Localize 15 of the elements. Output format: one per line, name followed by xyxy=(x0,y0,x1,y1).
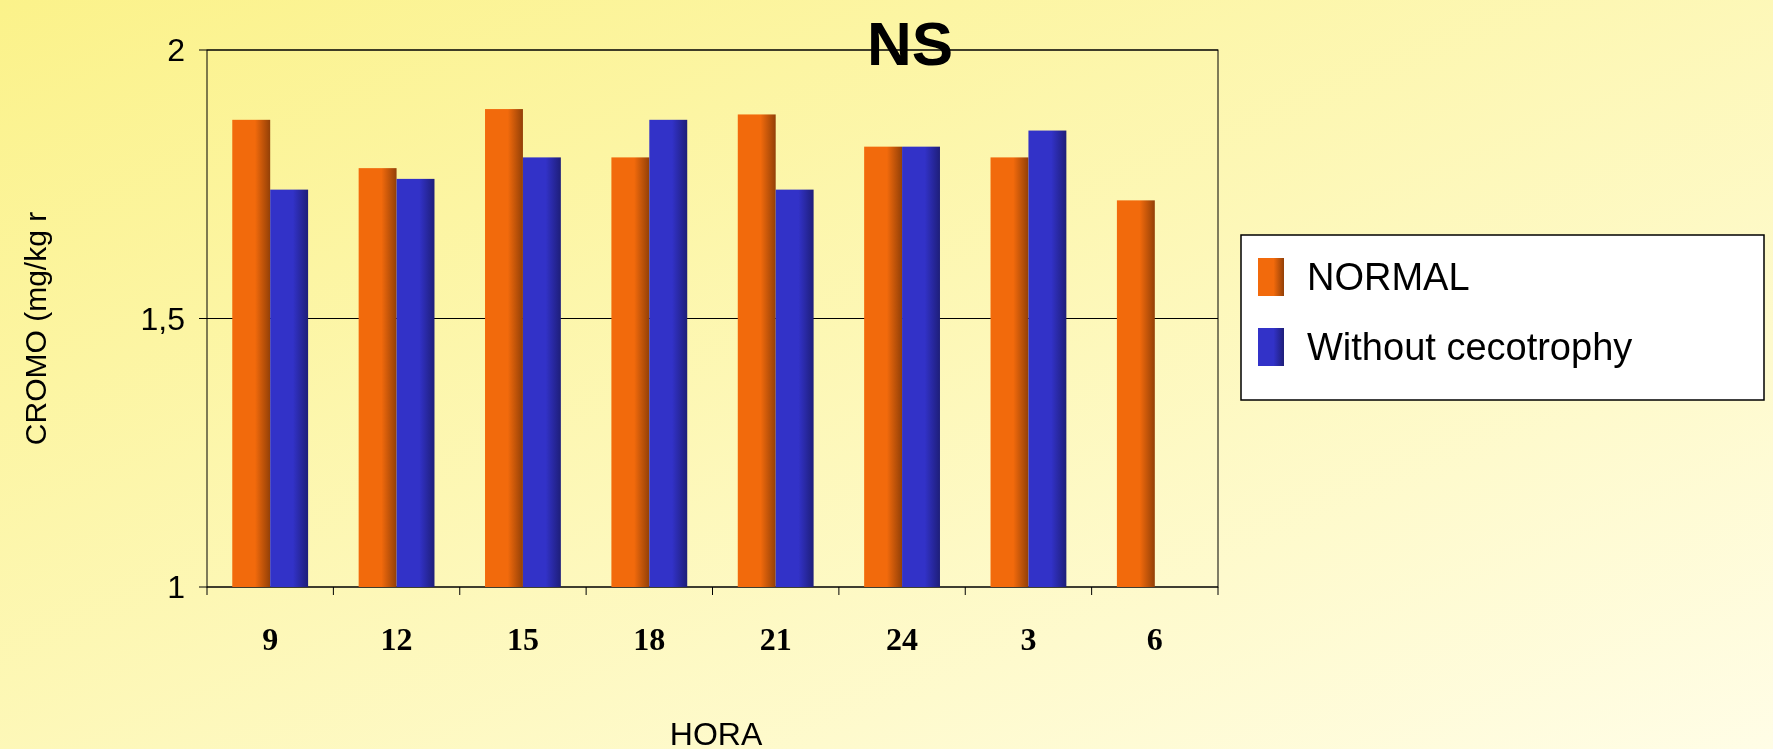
y-tick-label: 2 xyxy=(167,32,185,68)
legend-label: Without cecotrophy xyxy=(1307,326,1633,368)
y-tick-label: 1,5 xyxy=(140,300,185,337)
y-tick-label: 1 xyxy=(167,569,185,605)
x-tick-label: 24 xyxy=(886,621,919,657)
x-tick-label: 6 xyxy=(1146,621,1163,657)
x-tick-label: 12 xyxy=(380,621,413,657)
x-tick-label: 15 xyxy=(506,621,539,657)
legend-label: NORMAL xyxy=(1307,256,1470,298)
x-tick-label: 18 xyxy=(633,621,666,657)
x-tick-label: 21 xyxy=(759,621,792,657)
x-tick-label: 3 xyxy=(1020,621,1037,657)
x-axis-title: HORA xyxy=(669,716,763,749)
y-axis-title: CROMO (mg/kg r xyxy=(19,211,52,446)
x-tick-label: 9 xyxy=(262,621,279,657)
